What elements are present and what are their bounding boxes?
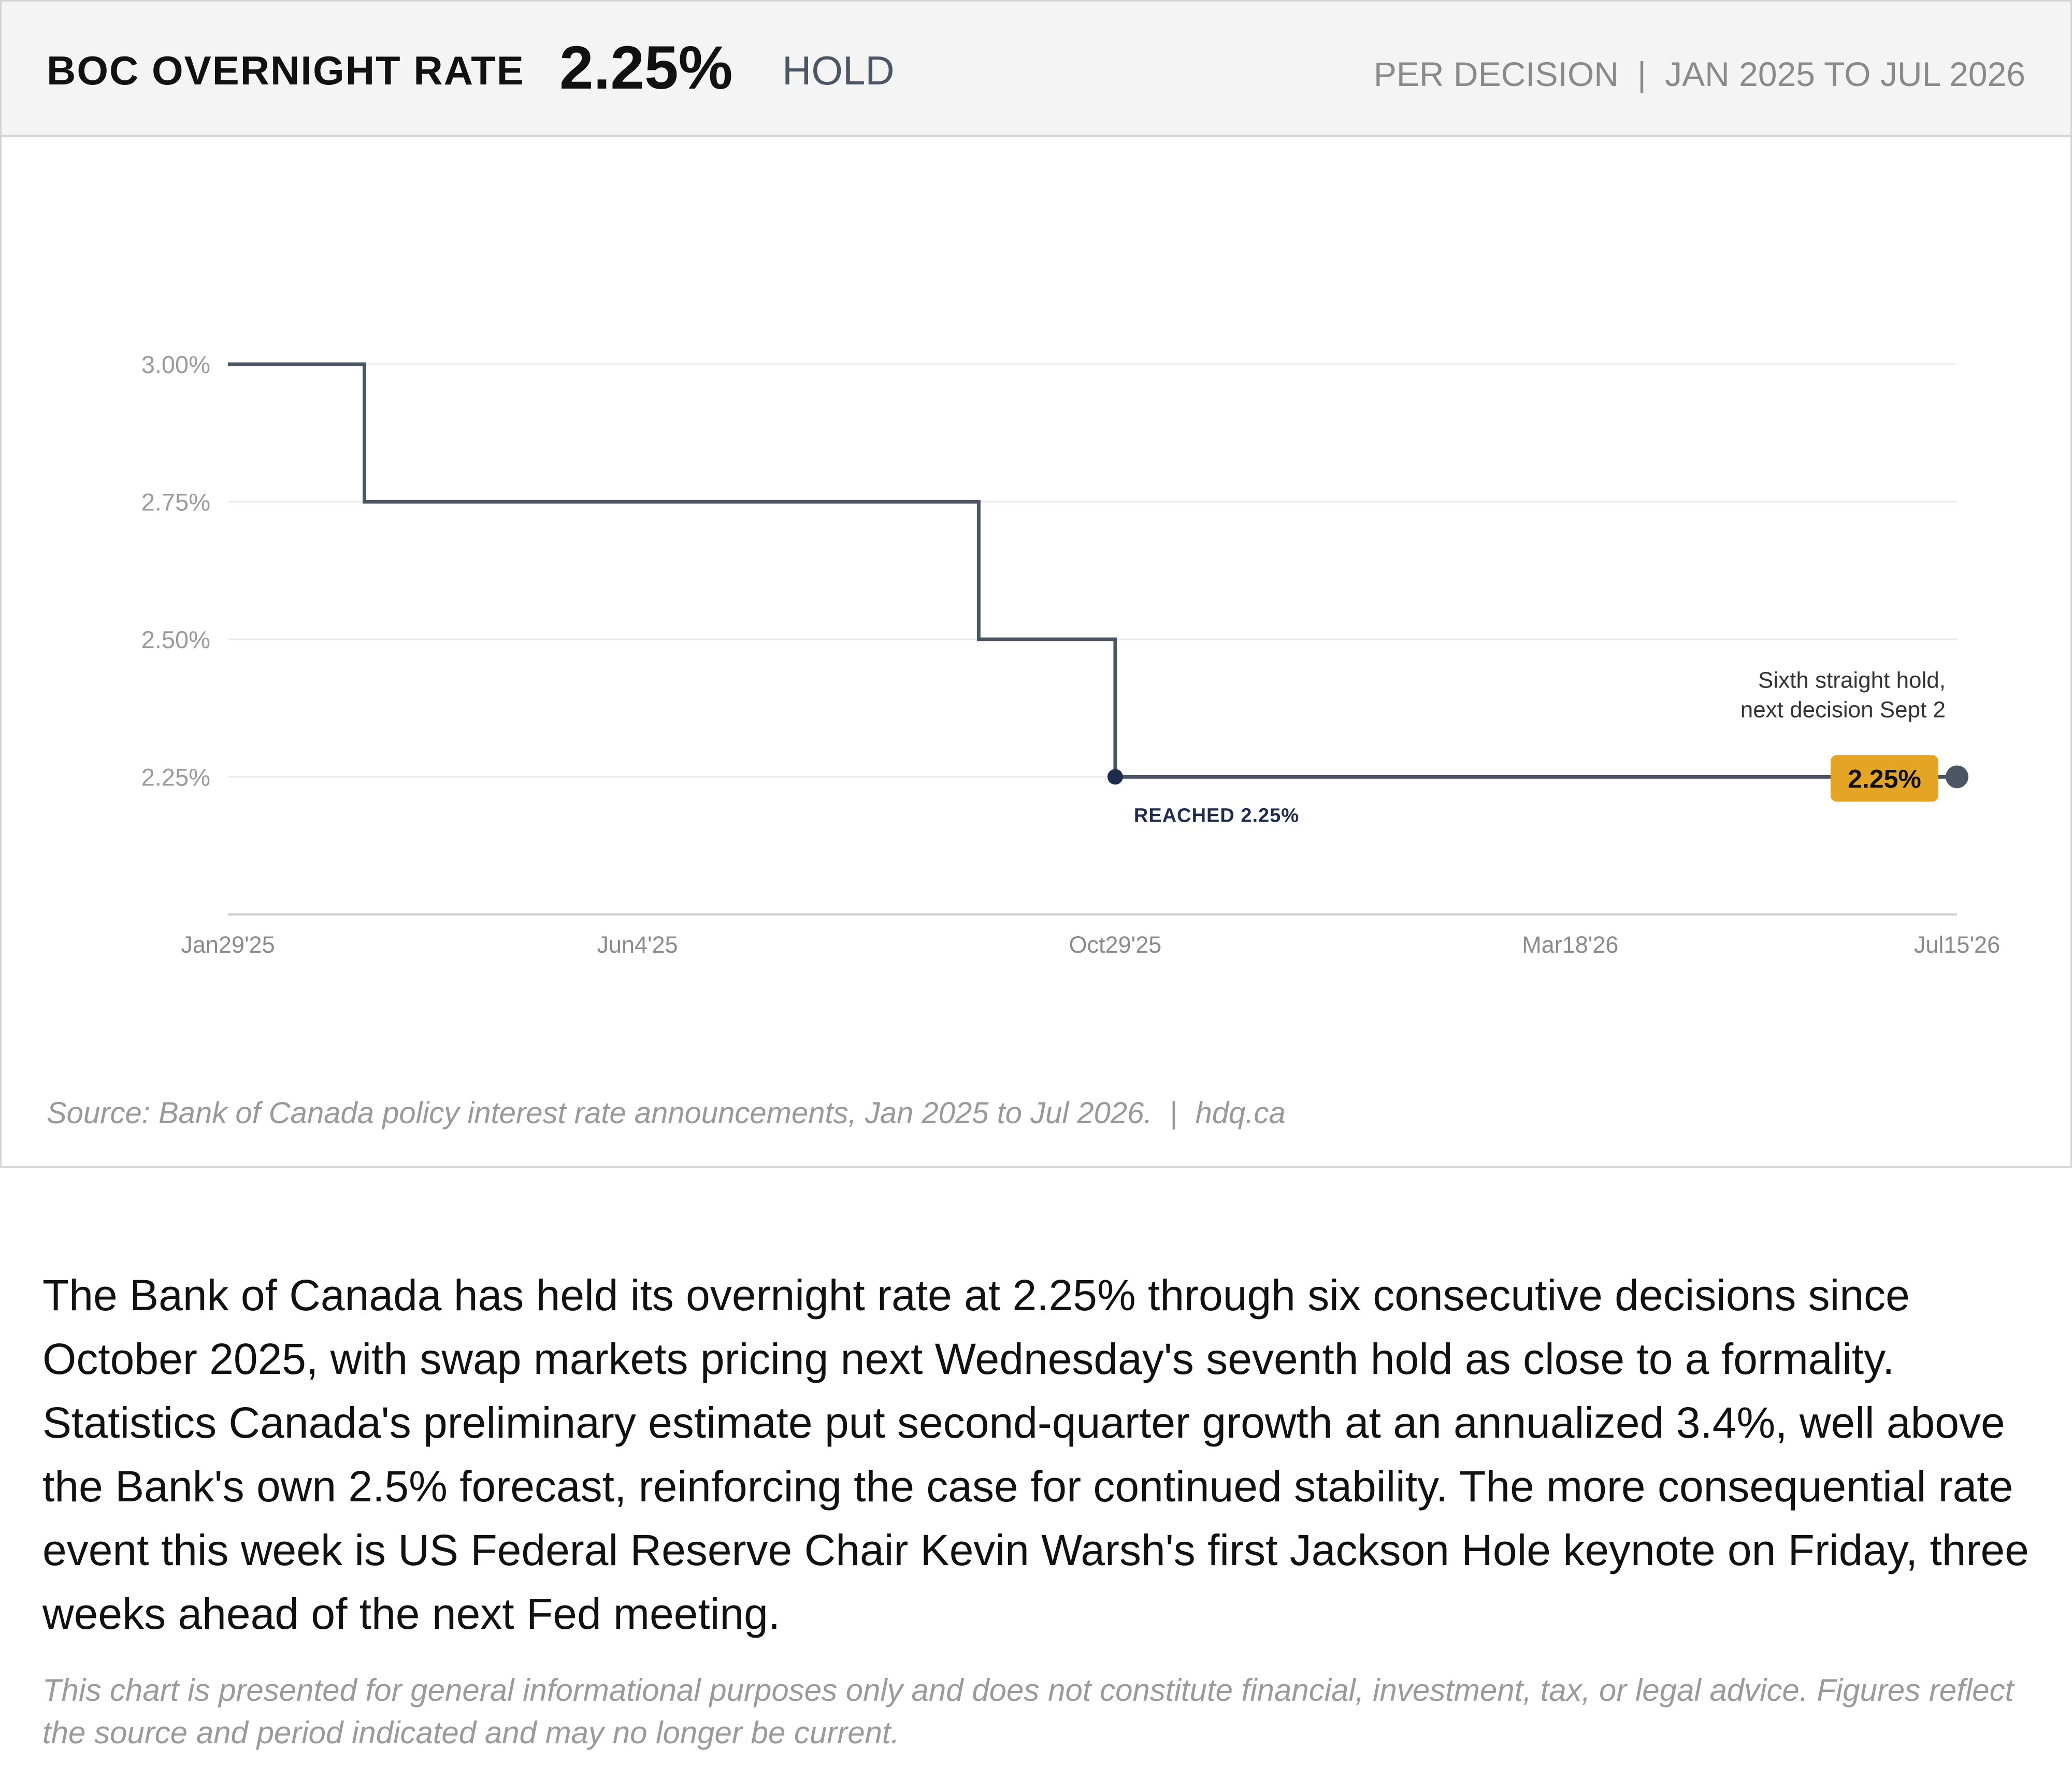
chart-card: BOC OVERNIGHT RATE 2.25% HOLD PER DECISI… — [0, 0, 2072, 1168]
current-rate-badge-label: 2.25% — [1848, 765, 1921, 794]
current-rate-value: 2.25% — [559, 34, 733, 102]
y-tick-label: 3.00% — [141, 351, 210, 378]
y-tick-label: 2.75% — [141, 489, 210, 516]
article-paragraph: The Bank of Canada has held its overnigh… — [42, 1271, 2029, 1638]
disclaimer: This chart is presented for general info… — [42, 1673, 2014, 1750]
chart-source: Source: Bank of Canada policy interest r… — [47, 1096, 1286, 1130]
reached-annotation: REACHED 2.25% — [1134, 805, 1299, 827]
grid-lines — [228, 363, 1957, 778]
header-separator: | — [1637, 55, 1647, 93]
source-separator: | — [1170, 1096, 1178, 1130]
source-text: Source: Bank of Canada policy interest r… — [47, 1096, 1153, 1130]
chart-period-info: PER DECISION | JAN 2025 TO JUL 2026 — [1374, 54, 2025, 94]
reached-marker — [1107, 769, 1123, 785]
rate-status: HOLD — [782, 48, 895, 93]
y-tick-label: 2.25% — [141, 764, 210, 791]
current-rate-badge — [1831, 755, 1938, 802]
x-tick-label: Mar18'26 — [1522, 931, 1618, 958]
y-tick-label: 2.50% — [141, 626, 210, 653]
x-tick-label: Jul15'26 — [1914, 931, 2000, 958]
chart-title: BOC OVERNIGHT RATE — [47, 48, 525, 93]
chart-header: BOC OVERNIGHT RATE 2.25% HOLD PER DECISI… — [2, 2, 2070, 137]
x-axis-labels: Jan29'25 Jun4'25 Oct29'25 Mar18'26 Jul15'26 — [181, 931, 2000, 958]
y-axis-labels: 3.00% 2.75% 2.50% 2.25% — [141, 351, 210, 791]
rate-step-line — [228, 362, 1957, 779]
frequency-label: PER DECISION — [1373, 55, 1619, 93]
x-tick-label: Oct29'25 — [1069, 931, 1162, 958]
end-note-line-1: Sixth straight hold, — [1758, 668, 1946, 693]
source-site: hdq.ca — [1195, 1096, 1286, 1130]
x-tick-label: Jan29'25 — [181, 931, 275, 958]
end-marker — [1946, 765, 1968, 789]
period-label: JAN 2025 TO JUL 2026 — [1665, 55, 2025, 93]
end-note-line-2: next decision Sept 2 — [1740, 697, 1946, 723]
rate-chart: 3.00% 2.75% 2.50% 2.25% Jan29'25 Jun4'25 Oct2… — [141, 351, 2000, 958]
x-tick-label: Jun4'25 — [597, 931, 678, 958]
